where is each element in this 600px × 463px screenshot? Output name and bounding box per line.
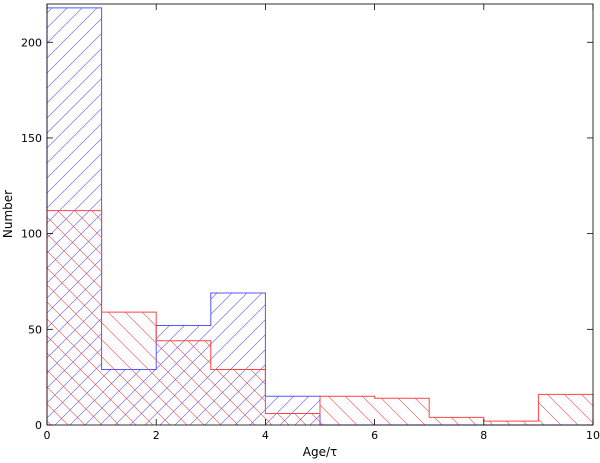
bar-fill xyxy=(101,312,157,425)
y-tick-label: 0 xyxy=(35,419,42,432)
y-tick-label: 200 xyxy=(21,36,42,49)
x-tick-label: 4 xyxy=(262,429,269,442)
bar-fill xyxy=(429,417,484,425)
series-1 xyxy=(46,210,594,425)
x-axis-title: Age/τ xyxy=(303,445,337,459)
step-outline xyxy=(46,210,594,425)
y-tick-label: 150 xyxy=(21,132,42,145)
x-tick-label: 8 xyxy=(480,429,487,442)
bar-fill xyxy=(538,394,593,425)
plot-frame xyxy=(46,3,594,426)
x-tick-label: 0 xyxy=(44,429,51,442)
bar-fill xyxy=(374,398,430,425)
bar-fill xyxy=(483,421,539,425)
y-tick-label: 100 xyxy=(21,228,42,241)
bar-fill xyxy=(47,210,102,425)
y-axis-title: Number xyxy=(1,190,15,238)
x-tick-label: 2 xyxy=(153,429,160,442)
x-tick-label: 6 xyxy=(371,429,378,442)
bar-fill xyxy=(210,369,266,425)
bar-fill xyxy=(156,340,211,425)
bar-fill xyxy=(320,396,375,425)
bar-fill xyxy=(265,413,320,425)
x-tick-label: 10 xyxy=(586,429,600,442)
y-tick-label: 50 xyxy=(28,323,42,336)
